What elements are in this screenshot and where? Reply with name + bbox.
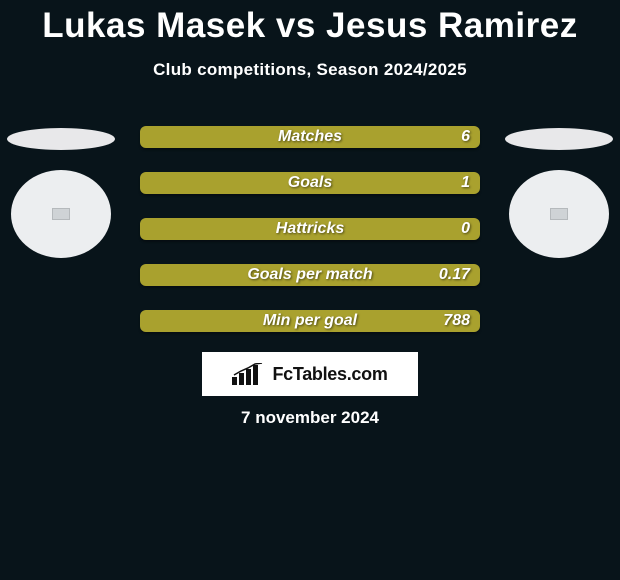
player-left-ellipse	[7, 128, 115, 150]
stat-right-value: 0.17	[439, 264, 470, 286]
stat-right-value: 788	[443, 310, 470, 332]
stat-row: Goals 1	[140, 172, 480, 194]
stat-row: Goals per match 0.17	[140, 264, 480, 286]
player-left-avatar-group	[6, 128, 116, 258]
player-left-flag-icon	[52, 208, 70, 220]
page-subtitle: Club competitions, Season 2024/2025	[0, 60, 620, 80]
stat-label: Goals per match	[247, 264, 372, 286]
footer-date: 7 november 2024	[0, 408, 620, 428]
stat-row: Hattricks 0	[140, 218, 480, 240]
stat-right-value: 6	[461, 126, 470, 148]
stats-bars: Matches 6 Goals 1 Hattricks 0 Goals per …	[140, 126, 480, 356]
branding-logo: FcTables.com	[202, 352, 418, 396]
stat-label: Min per goal	[263, 310, 357, 332]
stat-label: Matches	[278, 126, 342, 148]
stat-label: Hattricks	[276, 218, 344, 240]
page-title: Lukas Masek vs Jesus Ramirez	[0, 0, 620, 46]
player-left-avatar	[11, 170, 111, 258]
player-right-avatar	[509, 170, 609, 258]
player-right-flag-icon	[550, 208, 568, 220]
player-right-ellipse	[505, 128, 613, 150]
branding-text: FcTables.com	[272, 364, 387, 385]
stat-label: Goals	[288, 172, 332, 194]
stat-row: Matches 6	[140, 126, 480, 148]
player-right-avatar-group	[504, 128, 614, 258]
stat-right-value: 1	[461, 172, 470, 194]
stat-row: Min per goal 788	[140, 310, 480, 332]
stat-right-value: 0	[461, 218, 470, 240]
bars-icon	[232, 363, 266, 385]
